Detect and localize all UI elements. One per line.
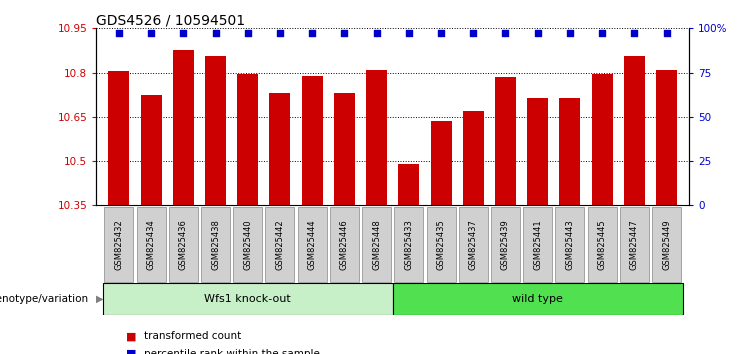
Point — [210, 30, 222, 36]
Text: GSM825442: GSM825442 — [276, 219, 285, 270]
Text: percentile rank within the sample: percentile rank within the sample — [144, 349, 320, 354]
FancyBboxPatch shape — [523, 207, 552, 282]
FancyBboxPatch shape — [265, 207, 294, 282]
Text: GSM825438: GSM825438 — [211, 219, 220, 270]
Text: genotype/variation: genotype/variation — [0, 294, 89, 304]
Text: GSM825439: GSM825439 — [501, 219, 510, 270]
Point — [177, 30, 189, 36]
Text: ▶: ▶ — [96, 294, 103, 304]
Point — [274, 30, 286, 36]
Bar — [495, 77, 516, 205]
Bar — [656, 70, 677, 205]
Point — [499, 30, 511, 36]
Text: GSM825449: GSM825449 — [662, 219, 671, 270]
FancyBboxPatch shape — [136, 207, 165, 282]
FancyBboxPatch shape — [104, 207, 133, 282]
FancyBboxPatch shape — [652, 207, 681, 282]
Bar — [528, 98, 548, 205]
Text: ■: ■ — [126, 331, 136, 341]
Bar — [270, 93, 290, 205]
Text: GSM825444: GSM825444 — [308, 219, 316, 270]
Bar — [302, 75, 322, 205]
Bar — [559, 98, 580, 205]
FancyBboxPatch shape — [103, 283, 393, 315]
FancyBboxPatch shape — [427, 207, 456, 282]
FancyBboxPatch shape — [330, 207, 359, 282]
Text: GSM825432: GSM825432 — [114, 219, 124, 270]
Point — [468, 30, 479, 36]
Text: GSM825436: GSM825436 — [179, 219, 187, 270]
Point — [564, 30, 576, 36]
Text: GSM825445: GSM825445 — [598, 219, 607, 270]
Point — [242, 30, 253, 36]
Bar — [624, 56, 645, 205]
Text: wild type: wild type — [512, 294, 563, 304]
Text: Wfs1 knock-out: Wfs1 knock-out — [205, 294, 291, 304]
Bar — [591, 74, 613, 205]
Bar — [334, 93, 355, 205]
Bar — [431, 121, 451, 205]
Text: GSM825435: GSM825435 — [436, 219, 445, 270]
Text: transformed count: transformed count — [144, 331, 242, 341]
Text: GSM825437: GSM825437 — [469, 219, 478, 270]
Bar — [237, 74, 258, 205]
FancyBboxPatch shape — [298, 207, 327, 282]
FancyBboxPatch shape — [393, 283, 682, 315]
FancyBboxPatch shape — [588, 207, 617, 282]
Text: GSM825446: GSM825446 — [340, 219, 349, 270]
Bar — [463, 111, 484, 205]
Text: GSM825440: GSM825440 — [243, 219, 252, 270]
Point — [145, 30, 157, 36]
Point — [306, 30, 318, 36]
Text: GSM825433: GSM825433 — [405, 219, 413, 270]
Bar — [205, 56, 226, 205]
FancyBboxPatch shape — [459, 207, 488, 282]
Text: GDS4526 / 10594501: GDS4526 / 10594501 — [96, 13, 245, 27]
Point — [435, 30, 447, 36]
Text: GSM825447: GSM825447 — [630, 219, 639, 270]
FancyBboxPatch shape — [491, 207, 520, 282]
Point — [403, 30, 415, 36]
Text: GSM825441: GSM825441 — [534, 219, 542, 270]
Text: GSM825434: GSM825434 — [147, 219, 156, 270]
Bar — [399, 164, 419, 205]
Bar — [141, 95, 162, 205]
Point — [370, 30, 382, 36]
FancyBboxPatch shape — [169, 207, 198, 282]
FancyBboxPatch shape — [201, 207, 230, 282]
Text: GSM825448: GSM825448 — [372, 219, 381, 270]
Point — [628, 30, 640, 36]
Point — [339, 30, 350, 36]
Point — [661, 30, 673, 36]
Bar — [108, 71, 130, 205]
Point — [532, 30, 544, 36]
Bar — [366, 70, 387, 205]
Text: ■: ■ — [126, 349, 136, 354]
Point — [597, 30, 608, 36]
FancyBboxPatch shape — [556, 207, 585, 282]
FancyBboxPatch shape — [362, 207, 391, 282]
FancyBboxPatch shape — [233, 207, 262, 282]
Bar — [173, 51, 194, 205]
FancyBboxPatch shape — [620, 207, 649, 282]
Text: GSM825443: GSM825443 — [565, 219, 574, 270]
Point — [113, 30, 124, 36]
FancyBboxPatch shape — [394, 207, 423, 282]
